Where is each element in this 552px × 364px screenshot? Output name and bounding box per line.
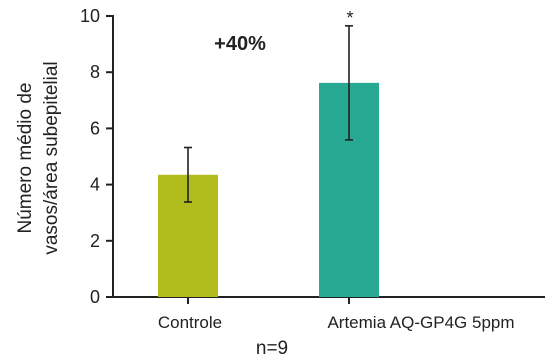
y-axis-title-line-1: Número médio de [15, 82, 36, 233]
y-axis-title: Número médio de vasos/área subepitelial [15, 61, 62, 254]
y-tick-label: 8 [90, 62, 100, 82]
category-label: Artemia AQ-GP4G 5ppm [327, 313, 514, 332]
increase-annotation: +40% [214, 33, 266, 55]
y-tick-label: 4 [90, 175, 100, 195]
labels-layer: Controle Artemia AQ-GP4G 5ppm * [158, 8, 515, 332]
bars-layer [158, 25, 379, 298]
y-tick-label: 2 [90, 231, 100, 251]
y-tick-label: 6 [90, 118, 100, 138]
category-label: Controle [158, 313, 222, 332]
significance-marker: * [346, 8, 353, 28]
y-axis-title-line-2: vasos/área subepitelial [41, 61, 62, 254]
sample-size-label: n=9 [256, 338, 288, 359]
y-tick-label: 10 [80, 6, 100, 26]
axes-layer: 0 2 4 6 8 10 [80, 6, 545, 307]
y-tick-label: 0 [90, 287, 100, 307]
